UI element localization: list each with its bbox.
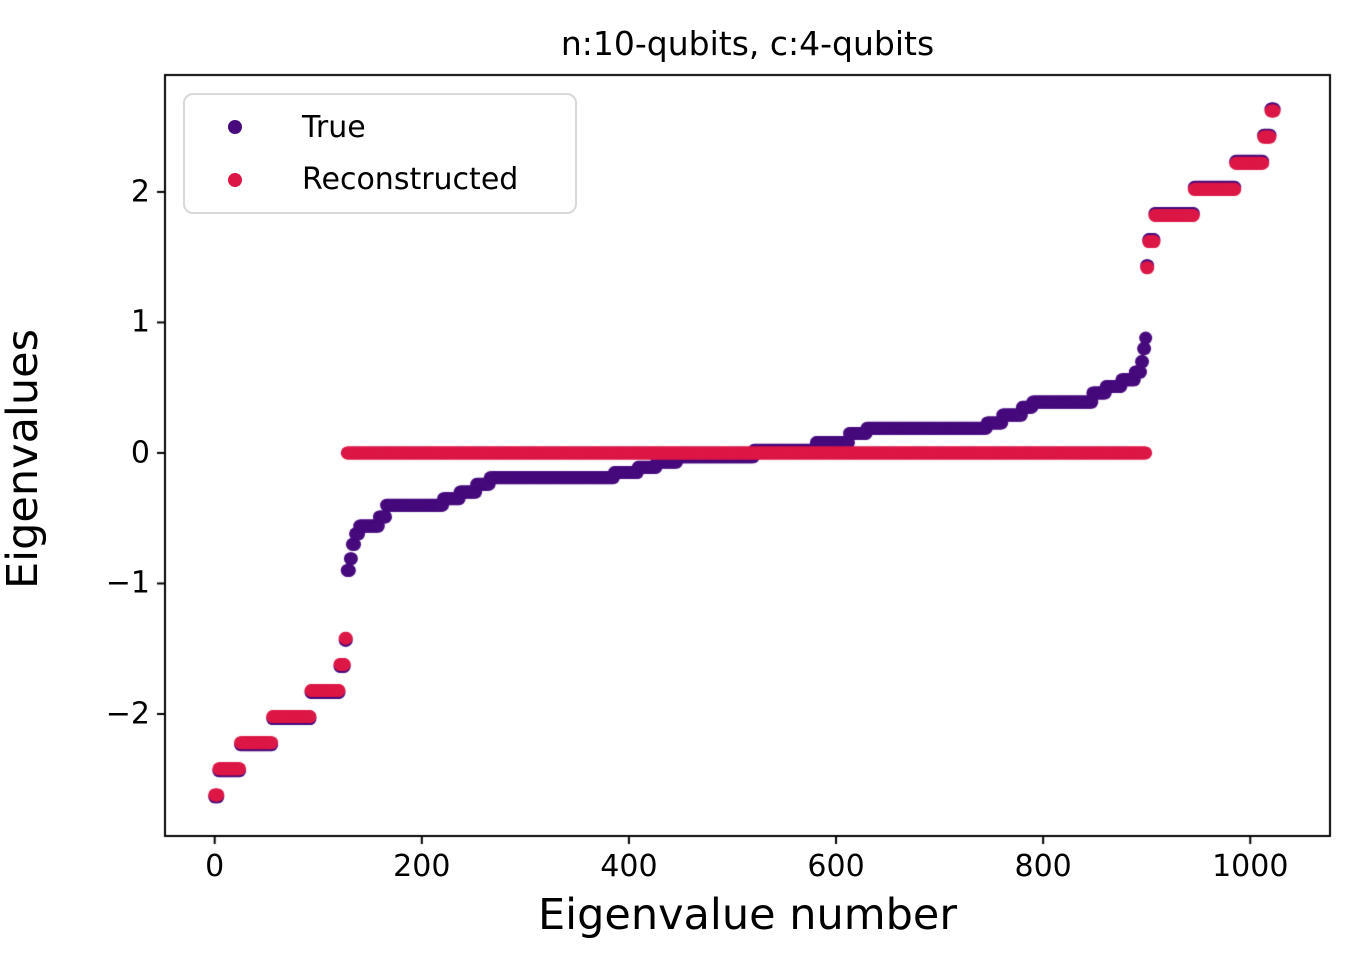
- y-tick-label: 2: [130, 174, 150, 210]
- y-tick-label: 0: [130, 435, 150, 471]
- legend: True Reconstructed: [183, 93, 577, 214]
- x-tick-label: 800: [1014, 849, 1072, 884]
- y-tick-label: −2: [105, 696, 150, 732]
- y-tick-label: 1: [130, 304, 150, 340]
- legend-label-reconstructed: Reconstructed: [302, 162, 519, 198]
- x-axis-label: Eigenvalue number: [537, 890, 958, 940]
- chart-title: n:10-qubits, c:4-qubits: [560, 24, 935, 63]
- true-series-marker-icon: [228, 120, 242, 135]
- x-tick-label: 400: [600, 849, 658, 884]
- x-tick-label: 200: [393, 849, 451, 884]
- y-axis-label: Eigenvalues: [0, 329, 48, 589]
- legend-item-reconstructed: Reconstructed: [185, 158, 575, 202]
- x-tick-label: 0: [205, 849, 225, 884]
- y-tick-label: −1: [105, 565, 150, 601]
- x-tick-label: 1000: [1212, 849, 1289, 884]
- reconstructed-series-marker-icon: [228, 172, 242, 187]
- x-tick-label: 600: [807, 849, 865, 884]
- legend-item-true: True: [185, 105, 575, 149]
- legend-label-true: True: [302, 109, 366, 145]
